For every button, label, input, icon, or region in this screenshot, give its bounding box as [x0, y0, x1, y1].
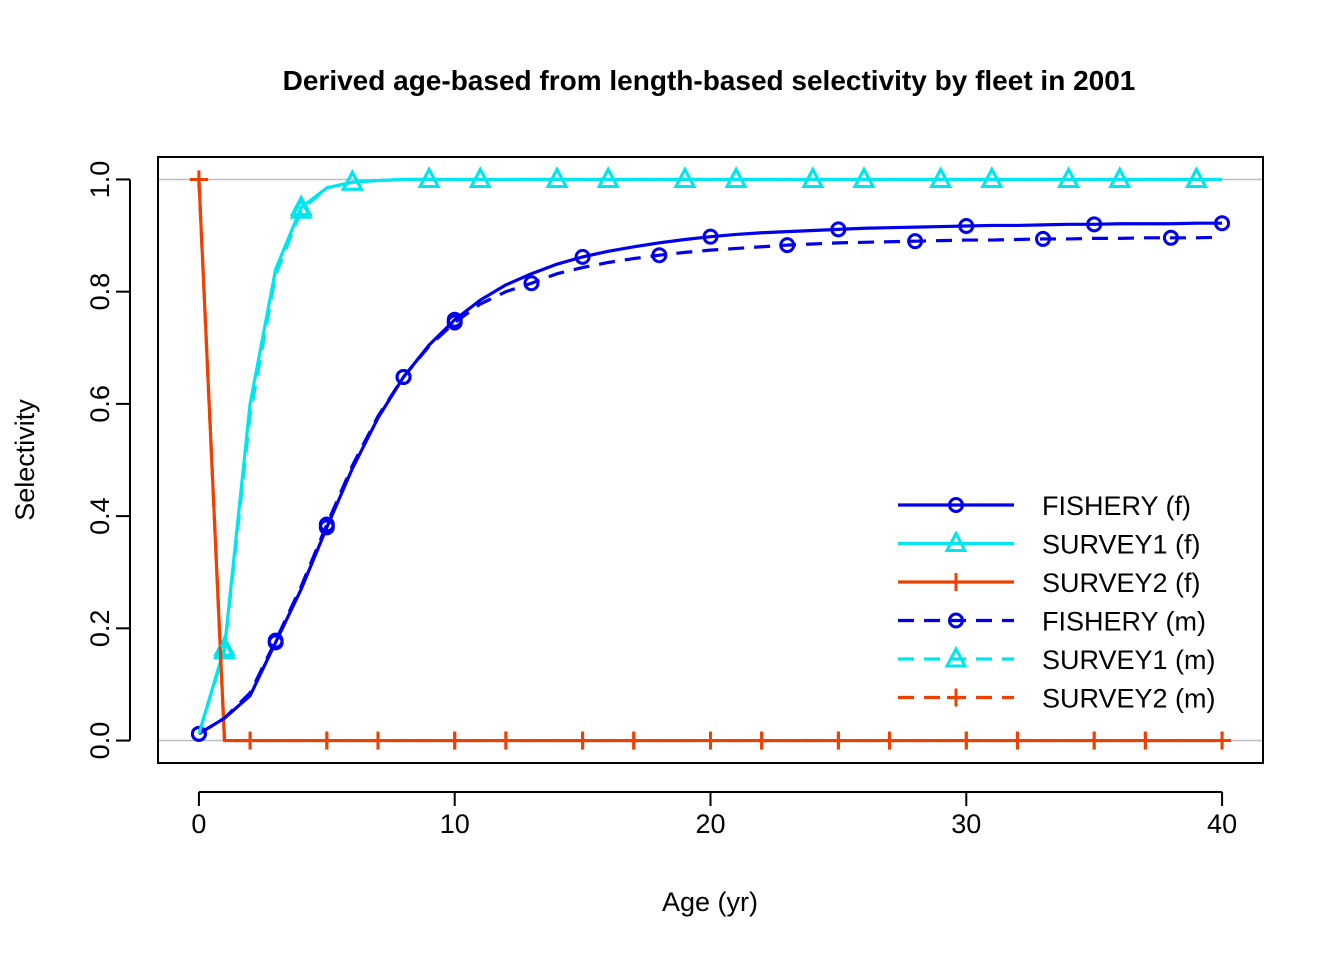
data-point — [496, 731, 515, 750]
x-tick-label: 40 — [1207, 809, 1237, 839]
data-point — [241, 731, 260, 750]
x-tick-label: 10 — [440, 809, 470, 839]
legend-entry: SURVEY2 (m) — [898, 684, 1216, 714]
data-point — [1214, 215, 1231, 232]
legend-entry: FISHERY (f) — [898, 491, 1191, 521]
x-axis-label: Age (yr) — [662, 887, 758, 917]
data-point — [1108, 166, 1132, 188]
data-point — [395, 368, 412, 385]
data-point — [446, 314, 463, 331]
data-point — [1057, 166, 1081, 188]
data-point — [368, 731, 387, 750]
data-point — [289, 197, 313, 219]
series-survey1-m — [197, 166, 1223, 735]
series-line — [197, 177, 1223, 735]
data-point — [958, 218, 975, 235]
plot-frame — [157, 156, 1264, 764]
data-point — [523, 275, 540, 292]
series-line — [198, 235, 1223, 736]
data-point — [1086, 216, 1103, 233]
data-point — [948, 612, 964, 629]
data-point — [596, 166, 620, 188]
data-point — [980, 166, 1004, 188]
y-axis-label: Selectivity — [10, 399, 40, 521]
data-point — [651, 247, 668, 264]
data-point — [829, 731, 848, 750]
legend-label: SURVEY1 (m) — [1042, 645, 1216, 675]
y-tick-label: 0.6 — [85, 385, 115, 423]
data-point — [190, 725, 207, 742]
data-point — [947, 688, 965, 707]
data-point — [1136, 731, 1155, 750]
data-point — [948, 497, 964, 513]
data-point — [317, 731, 336, 750]
series-fishery-m — [190, 229, 1223, 742]
legend-label: SURVEY2 (f) — [1042, 568, 1201, 598]
data-point — [1213, 731, 1232, 750]
legend-label: SURVEY1 (f) — [1042, 530, 1201, 560]
data-point — [880, 731, 899, 750]
x-tick-label: 20 — [695, 809, 725, 839]
data-point — [1008, 731, 1027, 750]
data-point — [957, 731, 976, 750]
data-point — [944, 530, 968, 552]
data-point — [624, 731, 643, 750]
data-point — [830, 221, 847, 238]
legend-entry: SURVEY1 (m) — [898, 645, 1216, 675]
data-point — [1085, 731, 1104, 750]
legend-entry: FISHERY (m) — [898, 607, 1206, 637]
data-point — [340, 169, 364, 191]
data-point — [318, 516, 335, 533]
data-point — [929, 166, 953, 188]
data-point — [944, 645, 968, 668]
legend-label: SURVEY2 (m) — [1042, 684, 1216, 714]
data-point — [417, 166, 441, 188]
legend-label: FISHERY (f) — [1042, 491, 1191, 521]
data-point — [573, 731, 592, 750]
data-point — [267, 632, 284, 649]
legend: FISHERY (f) SURVEY1 (f) SURVEY2 (f) FISHERY… — [898, 491, 1216, 714]
data-point — [701, 731, 720, 750]
data-point — [801, 166, 825, 188]
y-tick-label: 0.4 — [85, 497, 115, 535]
data-point — [852, 166, 876, 188]
data-point — [1185, 166, 1208, 188]
data-point — [1035, 230, 1052, 247]
chart-title: Derived age-based from length-based sele… — [283, 65, 1136, 96]
data-point — [545, 166, 569, 188]
data-point — [752, 731, 771, 750]
data-point — [673, 166, 697, 188]
plot-area — [157, 156, 1264, 764]
data-point — [189, 170, 208, 189]
legend-label: FISHERY (m) — [1042, 607, 1206, 637]
data-point — [779, 237, 796, 254]
data-point — [445, 731, 464, 750]
x-axis: 0 10 20 30 40 — [191, 791, 1237, 839]
y-tick-label: 1.0 — [85, 161, 115, 199]
series-survey2-m — [189, 170, 1232, 750]
y-tick-label: 0.2 — [85, 610, 115, 648]
data-point — [468, 166, 492, 188]
y-tick-label: 0.0 — [85, 722, 115, 760]
data-point — [724, 166, 748, 188]
y-axis: 0.0 0.2 0.4 0.6 0.8 1.0 — [85, 161, 131, 760]
data-point — [702, 228, 719, 245]
x-tick-label: 30 — [951, 809, 981, 839]
legend-entry: SURVEY1 (f) — [898, 530, 1201, 560]
x-tick-label: 0 — [191, 809, 206, 839]
data-point — [947, 573, 965, 591]
data-point — [907, 233, 924, 250]
legend-entry: SURVEY2 (f) — [898, 568, 1201, 598]
data-point — [1162, 229, 1179, 246]
data-point — [574, 248, 591, 265]
y-tick-label: 0.8 — [85, 273, 115, 311]
